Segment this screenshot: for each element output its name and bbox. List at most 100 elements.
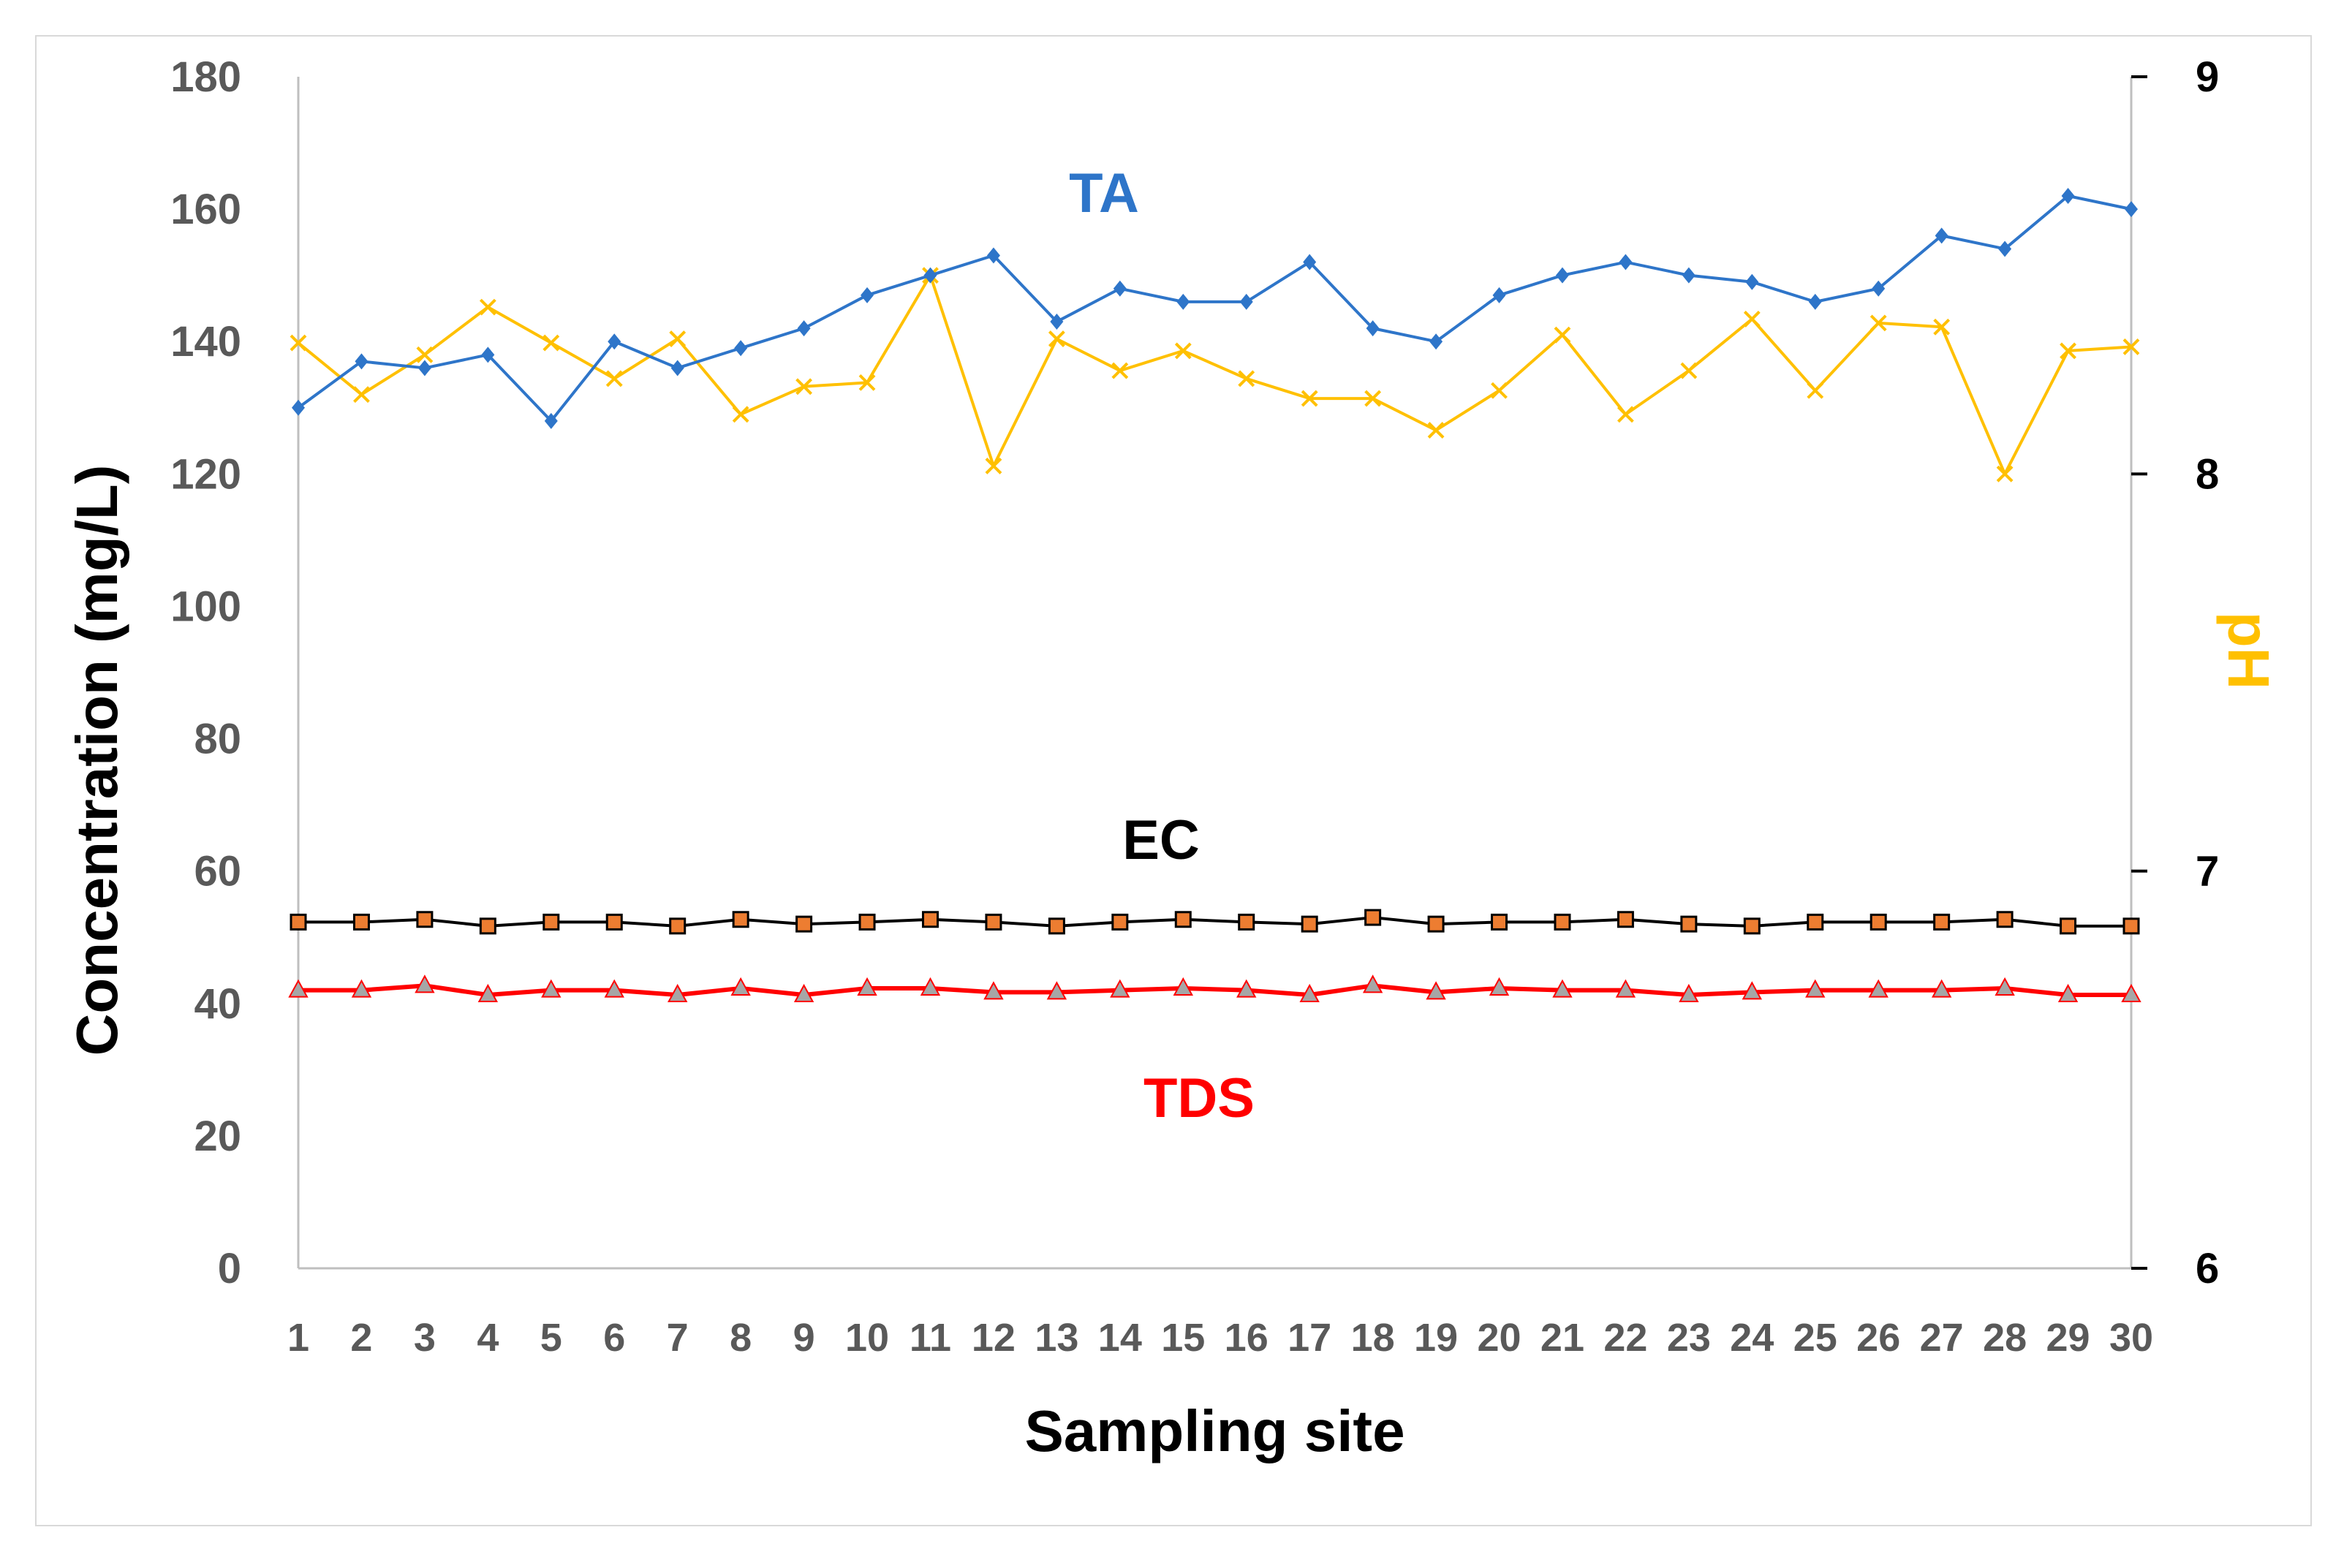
- x-tick-label: 7: [667, 1316, 689, 1360]
- data-point: [1364, 390, 1382, 407]
- x-tick-label: 2: [350, 1316, 372, 1360]
- data-point: [793, 983, 814, 1003]
- x-tick-label: 8: [730, 1316, 752, 1360]
- data-point: [920, 977, 941, 996]
- y-tick-label: 20: [194, 1113, 241, 1160]
- x-tick-label: 29: [2046, 1316, 2090, 1360]
- data-point: [416, 346, 434, 363]
- x-tick-label: 27: [1920, 1316, 1964, 1360]
- data-point: [608, 333, 621, 350]
- x-tick-label: 25: [1793, 1316, 1837, 1360]
- chart-frame: [35, 35, 2312, 1526]
- data-point: [923, 267, 937, 284]
- data-point: [2061, 188, 2075, 204]
- data-point: [1617, 406, 1634, 423]
- y-tick-label: 180: [170, 53, 241, 101]
- data-point: [1996, 465, 2014, 482]
- series-ta: [292, 188, 2138, 429]
- data-point: [1111, 362, 1129, 379]
- x-tick-label: 9: [793, 1316, 815, 1360]
- data-point: [2121, 983, 2141, 1003]
- x-tick-label: 28: [1983, 1316, 2027, 1360]
- data-point: [986, 247, 1000, 264]
- data-point: [2122, 917, 2140, 935]
- y-tick-label: 100: [170, 583, 241, 630]
- x-tick-label: 4: [477, 1316, 499, 1360]
- data-point: [2122, 338, 2140, 355]
- data-point: [1048, 917, 1065, 935]
- data-point: [1552, 979, 1573, 998]
- x-tick-label: 11: [910, 1316, 951, 1360]
- data-point: [1489, 977, 1510, 996]
- labels: Sampling site Concentration (mg/L) pH: [64, 465, 2281, 1463]
- data-point: [1110, 979, 1130, 998]
- x-tick-label: 5: [540, 1316, 562, 1360]
- y-tick-label: 60: [194, 848, 241, 895]
- data-point: [1236, 979, 1257, 998]
- data-point: [1680, 915, 1698, 933]
- data-point: [1807, 913, 1824, 931]
- data-point: [1491, 382, 1508, 399]
- data-point: [1998, 240, 2012, 257]
- data-point: [1555, 267, 1569, 284]
- data-point: [351, 979, 372, 998]
- data-point: [541, 979, 562, 998]
- data-point: [479, 917, 496, 935]
- data-point: [1805, 979, 1826, 998]
- x-tick-label: 10: [845, 1316, 889, 1360]
- data-point: [1301, 390, 1318, 407]
- x-tick-label: 20: [1477, 1316, 1521, 1360]
- data-point: [985, 458, 1002, 474]
- data-point: [1301, 915, 1318, 933]
- data-point: [797, 320, 811, 337]
- data-point: [1996, 911, 2014, 928]
- data-point: [417, 360, 431, 376]
- x-tick-label: 12: [972, 1316, 1016, 1360]
- data-point: [1554, 913, 1571, 931]
- data-point: [1046, 981, 1067, 1000]
- y-tick-label: 80: [194, 716, 241, 763]
- data-point: [1868, 979, 1889, 998]
- data-point: [1048, 330, 1065, 348]
- data-point: [415, 974, 435, 993]
- data-point: [1176, 293, 1190, 310]
- y-tick-label: 40: [194, 980, 241, 1028]
- x-tick-label: 16: [1225, 1316, 1269, 1360]
- data-point: [1366, 320, 1380, 337]
- data-point: [1364, 909, 1382, 926]
- data-point: [1743, 917, 1761, 935]
- data-point: [353, 386, 370, 404]
- y-tick-label: 120: [170, 450, 241, 498]
- y2-axis-title: pH: [2216, 612, 2281, 690]
- data-point: [1869, 913, 1887, 931]
- x-tick-label: 30: [2109, 1316, 2153, 1360]
- data-point: [1427, 915, 1445, 933]
- data-point: [1050, 314, 1064, 330]
- series-line-ta: [297, 194, 2132, 423]
- data-point: [1492, 287, 1506, 303]
- data-point: [668, 983, 688, 1003]
- x-tick-label: 6: [603, 1316, 625, 1360]
- x-tick-label: 3: [414, 1316, 436, 1360]
- data-point: [861, 287, 874, 303]
- data-point: [1491, 913, 1508, 931]
- data-point: [795, 378, 813, 395]
- data-point: [1174, 342, 1192, 360]
- x-tick-label: 18: [1351, 1316, 1395, 1360]
- series-ph: [290, 267, 2140, 482]
- data-point: [1238, 913, 1255, 931]
- series-tds: [288, 974, 2141, 1003]
- data-point: [1617, 911, 1634, 928]
- y2-tick-label: 6: [2196, 1245, 2219, 1292]
- data-point: [1807, 382, 1824, 399]
- data-point: [1303, 254, 1317, 270]
- x-tick-label: 13: [1035, 1316, 1078, 1360]
- data-point: [1931, 979, 1952, 998]
- data-point: [1615, 979, 1636, 998]
- x-axis-title: Sampling site: [1024, 1398, 1404, 1463]
- x-tick-label: 17: [1288, 1316, 1331, 1360]
- data-point: [734, 340, 748, 357]
- data-point: [985, 913, 1002, 931]
- x-tick-label: 22: [1603, 1316, 1647, 1360]
